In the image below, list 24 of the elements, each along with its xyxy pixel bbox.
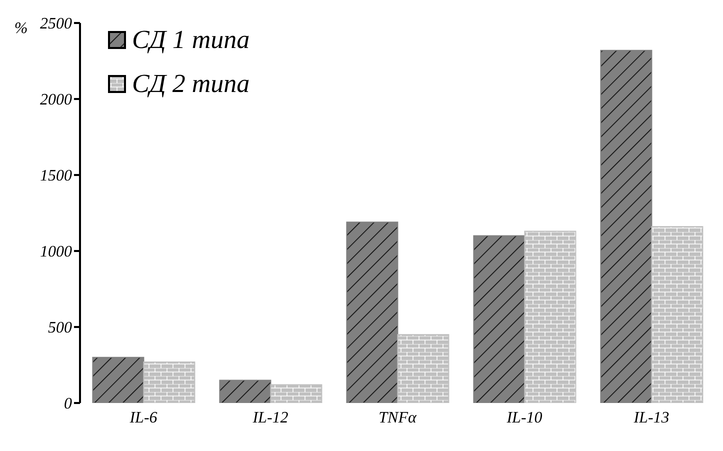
y-tick-label: 1000 [40, 244, 72, 261]
bar [524, 230, 576, 403]
legend-label: СД 1 типа [132, 25, 250, 55]
x-tick-label: IL-6 [128, 409, 158, 426]
bar [270, 384, 322, 403]
bar [346, 222, 398, 403]
x-tick-label: IL-12 [252, 409, 288, 426]
bar [651, 226, 704, 403]
bar [219, 380, 272, 403]
bar [600, 50, 652, 403]
x-tick-label: TNFα [378, 409, 417, 426]
x-tick-label: IL-10 [506, 409, 542, 426]
y-tick-label: 1500 [40, 168, 72, 185]
y-tick-label: 500 [48, 320, 72, 337]
y-axis-title: % [14, 20, 28, 37]
bar [397, 334, 450, 403]
bar [473, 235, 526, 403]
legend-label: СД 2 типа [132, 69, 250, 99]
y-tick-label: 2000 [40, 92, 72, 109]
y-tick-label: 0 [64, 396, 72, 413]
bar [92, 356, 144, 403]
bar [143, 361, 196, 403]
x-tick-label: IL-13 [632, 409, 670, 426]
y-tick-label: 2500 [40, 16, 72, 33]
